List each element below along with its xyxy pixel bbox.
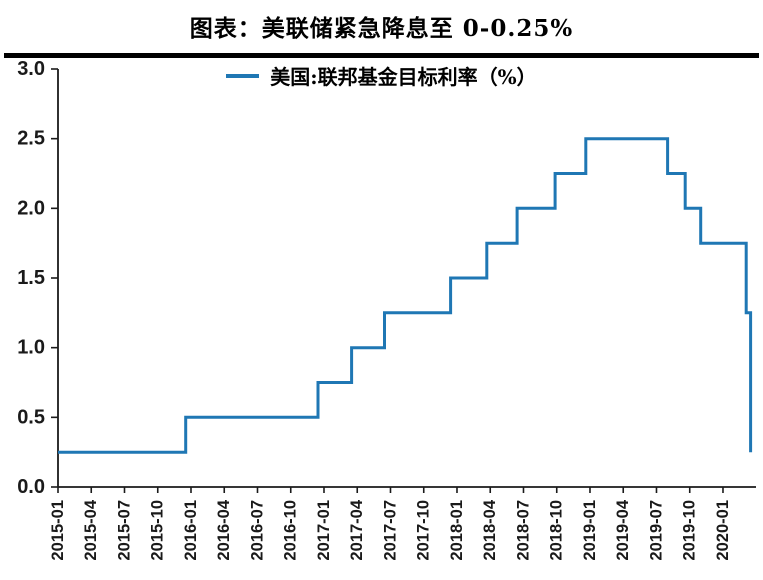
x-tick-label: 2018-10 — [548, 500, 566, 561]
x-tick-label: 2015-07 — [115, 500, 133, 561]
x-tick-label: 2018-04 — [481, 499, 499, 560]
x-tick-label: 2016-01 — [182, 500, 200, 561]
x-tick-label: 2019-01 — [581, 500, 599, 561]
x-tick-label: 2015-01 — [49, 500, 67, 561]
x-tick-label: 2019-07 — [647, 500, 665, 561]
x-tick-label: 2016-10 — [282, 500, 300, 561]
x-tick-label: 2018-07 — [514, 500, 532, 561]
x-tick-label: 2016-04 — [215, 499, 233, 560]
legend-label: 美国:联邦基金目标利率（%） — [270, 65, 537, 89]
chart-title: 图表：美联储紧急降息至 0-0.25% — [189, 15, 574, 42]
x-tick-label: 2019-10 — [681, 500, 699, 561]
y-tick-label: 0.5 — [17, 406, 45, 428]
y-tick-label: 1.0 — [17, 337, 45, 359]
chart-legend: 美国:联邦基金目标利率（%） — [0, 61, 763, 90]
x-tick-label: 2017-07 — [381, 500, 399, 561]
y-tick-label: 2.0 — [17, 197, 45, 219]
x-tick-label: 2015-04 — [82, 499, 100, 560]
y-tick-label: 3.0 — [17, 58, 45, 80]
y-tick-label: 1.5 — [17, 267, 45, 289]
y-tick-label: 0.0 — [17, 476, 45, 498]
title-underline — [4, 53, 759, 58]
x-tick-label: 2015-10 — [149, 500, 167, 561]
legend-line-marker — [226, 73, 260, 78]
rate-step-line — [58, 137, 753, 454]
x-tick-label: 2017-01 — [315, 500, 333, 561]
x-tick-label: 2017-10 — [415, 500, 433, 561]
y-tick-label: 2.5 — [17, 128, 45, 150]
x-tick-label: 2017-04 — [348, 499, 366, 560]
x-tick-label: 2018-01 — [448, 500, 466, 561]
x-tick-label: 2016-07 — [248, 500, 266, 561]
x-tick-label: 2020-01 — [714, 500, 732, 561]
x-tick-label: 2019-04 — [614, 499, 632, 560]
